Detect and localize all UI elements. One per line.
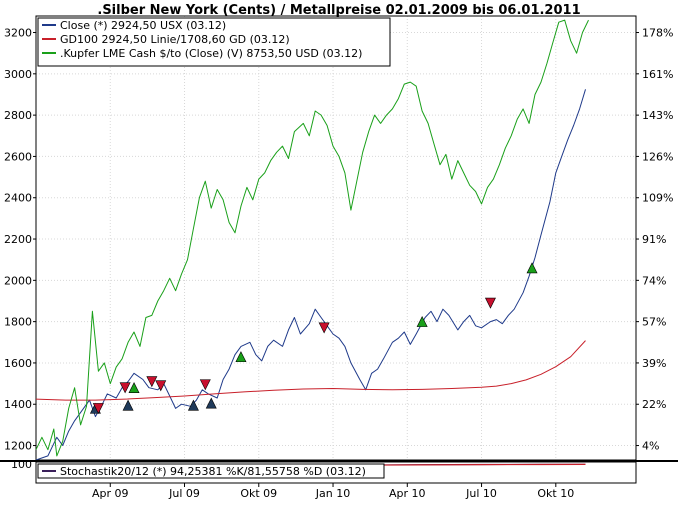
legend-entry-2: .Kupfer LME Cash $/to (Close) (V) 8753,5… — [60, 47, 362, 60]
x-tick-label-3: Jan 10 — [315, 487, 350, 500]
y-right-tick-label-4: 74% — [642, 274, 666, 287]
y-left-tick-label-10: 3200 — [4, 27, 32, 40]
y-right-tick-label-10: 178% — [642, 27, 673, 40]
y-left-tick-label-2: 1600 — [4, 357, 32, 370]
signal-marker-buy-7 — [205, 397, 217, 409]
y-right-tick-label-2: 39% — [642, 357, 666, 370]
series-line-1 — [35, 340, 586, 401]
y-right-tick-label-8: 143% — [642, 109, 673, 122]
y-right-tick-label-9: 161% — [642, 68, 673, 81]
x-tick-label-2: Okt 09 — [240, 487, 277, 500]
signal-marker-sell-8 — [92, 403, 104, 415]
y-right-tick-label-3: 57% — [642, 316, 666, 329]
y-left-tick-label-1: 1400 — [4, 398, 32, 411]
y-right-tick-label-7: 126% — [642, 150, 673, 163]
signal-marker-sell-13 — [318, 322, 330, 334]
signal-marker-sell-12 — [199, 379, 211, 391]
signal-marker-sell-14 — [484, 297, 496, 309]
y-left-tick-label-4: 2000 — [4, 274, 32, 287]
series-line-2 — [35, 19, 589, 457]
signal-marker-buy-0 — [128, 382, 140, 394]
y-right-tick-label-0: 4% — [642, 440, 659, 453]
y-left-tick-label-0: 1200 — [4, 440, 32, 453]
y-left-tick-label-6: 2400 — [4, 192, 32, 205]
signal-marker-sell-11 — [155, 380, 167, 392]
legend-box — [37, 17, 391, 67]
y-left-tick-label-8: 2800 — [4, 109, 32, 122]
stochastic-line-1 — [350, 463, 586, 466]
stochastic-legend-entry-0: Stochastik20/12 (*) 94,25381 %K/81,55758… — [60, 465, 366, 478]
y-left-tick-label-3: 1800 — [4, 316, 32, 329]
signal-marker-buy-1 — [235, 351, 247, 363]
y-right-tick-label-1: 22% — [642, 398, 666, 411]
stochastic-frame — [35, 461, 637, 484]
signal-marker-sell-10 — [146, 376, 158, 388]
y-left-tick-label-9: 3000 — [4, 68, 32, 81]
signal-marker-buy-3 — [526, 262, 538, 274]
stochastic-legend-box — [37, 463, 385, 479]
signal-marker-buy-5 — [122, 399, 134, 411]
y-left-tick-label-5: 2200 — [4, 233, 32, 246]
legend-entry-1: GD100 2924,50 Linie/1708,60 GD (03.12) — [60, 33, 290, 46]
x-tick-label-0: Apr 09 — [92, 487, 129, 500]
x-tick-label-5: Jul 10 — [465, 487, 497, 500]
y-right-tick-label-6: 109% — [642, 192, 673, 205]
stochastic-y-tick-label-0: 100 — [11, 458, 32, 471]
x-tick-label-4: Apr 10 — [389, 487, 426, 500]
signal-marker-buy-6 — [187, 399, 199, 411]
x-tick-label-1: Jul 09 — [168, 487, 200, 500]
y-right-tick-label-5: 91% — [642, 233, 666, 246]
y-left-tick-label-7: 2600 — [4, 150, 32, 163]
x-tick-label-6: Okt 10 — [537, 487, 574, 500]
legend-entry-0: Close (*) 2924,50 USX (03.12) — [60, 19, 226, 32]
signal-marker-buy-2 — [416, 315, 428, 327]
signal-marker-sell-9 — [119, 382, 131, 394]
chart-title: .Silber New York (Cents) / Metallpreise … — [97, 3, 580, 18]
series-line-0 — [35, 89, 586, 461]
